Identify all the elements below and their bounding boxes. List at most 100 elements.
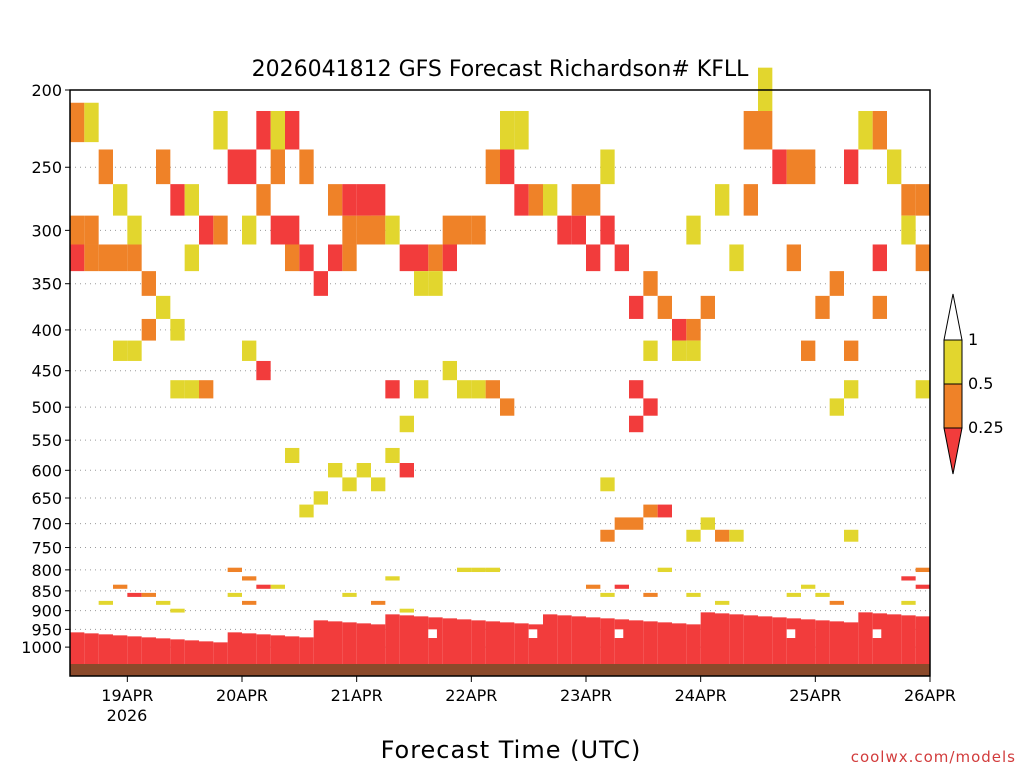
boundary-layer-cell <box>213 642 228 664</box>
heatmap-cell <box>772 149 787 185</box>
boundary-layer-cell <box>414 616 429 664</box>
heatmap-cell <box>643 271 658 296</box>
heatmap-cell <box>170 380 185 399</box>
boundary-layer-cell <box>715 613 730 664</box>
y-tick-label: 600 <box>31 461 62 480</box>
heatmap-cell <box>743 184 758 216</box>
heatmap-cell <box>815 592 830 597</box>
heatmap-cell <box>600 215 615 245</box>
boundary-layer-cell <box>485 621 500 664</box>
boundary-layer-cell <box>758 616 773 664</box>
heatmap-cell <box>242 340 257 361</box>
heatmap-cell <box>915 380 930 399</box>
boundary-layer-cell <box>385 614 400 664</box>
heatmap-cell <box>571 215 586 245</box>
x-axis-label: Forecast Time (UTC) <box>381 736 642 764</box>
boundary-layer-cell <box>571 616 586 664</box>
heatmap-cell <box>915 584 930 589</box>
heatmap-cell <box>485 567 500 573</box>
heatmap-cell <box>629 380 644 399</box>
boundary-layer-cell <box>686 624 701 664</box>
heatmap-cell <box>715 184 730 216</box>
heatmap-cell <box>342 244 357 272</box>
heatmap-cell <box>84 215 99 245</box>
boundary-layer-cell <box>614 619 629 664</box>
heatmap-cell <box>600 149 615 185</box>
heatmap-cell <box>127 215 142 245</box>
heatmap-cell <box>514 110 529 150</box>
heatmap-cell <box>614 584 629 589</box>
boundary-layer-cell <box>586 617 601 664</box>
boundary-layer-cell <box>98 634 113 664</box>
boundary-layer-band <box>70 612 930 664</box>
heatmap-cell <box>70 102 85 143</box>
heatmap-cell <box>113 340 128 361</box>
y-tick-label: 800 <box>31 561 62 580</box>
heatmap-cell <box>514 184 529 216</box>
heatmap-cell <box>342 477 357 492</box>
heatmap-cell <box>457 567 472 573</box>
heatmap-cell <box>643 398 658 416</box>
heatmap-cell <box>844 340 859 361</box>
heatmap-cell <box>199 215 214 245</box>
y-tick-label: 450 <box>31 362 62 381</box>
heatmap-cell <box>786 149 801 185</box>
heatmap-cell <box>428 244 443 272</box>
boundary-layer-cell <box>500 622 515 664</box>
legend-label: 0.5 <box>968 374 993 393</box>
y-axis-ticks: 200 250 300 350 400 450 500 550 600 650 700 750 800 8… <box>21 81 70 657</box>
x-tick-label: 21APR <box>331 686 383 705</box>
y-tick-label: 700 <box>31 515 62 534</box>
heatmap-cell <box>887 149 902 185</box>
heatmap-cell <box>586 584 601 589</box>
heatmap-cell <box>141 318 156 341</box>
legend-label: 1 <box>968 330 978 349</box>
y-tick-label: 900 <box>31 602 62 621</box>
legend-swatch <box>943 383 963 429</box>
heatmap-cell <box>170 608 185 613</box>
boundary-layer-cell <box>285 636 300 664</box>
heatmap-cell <box>227 149 242 185</box>
heatmap-cell <box>457 215 472 245</box>
boundary-layer-cell <box>643 621 658 664</box>
heatmap-cell <box>915 244 930 272</box>
heatmap-cell <box>156 295 171 319</box>
boundary-layer-cell <box>743 615 758 664</box>
heatmap-cells <box>70 67 930 628</box>
boundary-layer-cell <box>313 620 328 664</box>
heatmap-cell <box>801 149 816 185</box>
heatmap-cell <box>342 215 357 245</box>
heatmap-cell <box>614 517 629 530</box>
heatmap-cell <box>84 102 99 143</box>
boundary-layer-cell <box>113 635 128 664</box>
heatmap-cell <box>371 600 386 605</box>
boundary-layer-gap <box>786 629 796 639</box>
heatmap-cell <box>285 447 300 463</box>
boundary-layer-cell <box>657 622 672 664</box>
heatmap-cell <box>184 184 199 216</box>
heatmap-cell <box>844 149 859 185</box>
heatmap-cell <box>399 415 414 433</box>
x-tick-label: 20APR <box>216 686 268 705</box>
boundary-layer-cell <box>328 621 343 664</box>
heatmap-cell <box>414 380 429 399</box>
heatmap-cell <box>471 380 486 399</box>
heatmap-cell <box>715 529 730 542</box>
heatmap-cell <box>872 244 887 272</box>
heatmap-cell <box>98 149 113 185</box>
heatmap-cell <box>557 215 572 245</box>
heatmap-cell <box>829 600 844 605</box>
heatmap-cell <box>113 244 128 272</box>
heatmap-cell <box>500 149 515 185</box>
y-tick-label: 250 <box>31 158 62 177</box>
heatmap-cell <box>471 215 486 245</box>
heatmap-cell <box>84 244 99 272</box>
colorbar-legend: 1 0.5 0.25 <box>943 293 1004 475</box>
y-tick-label: 650 <box>31 489 62 508</box>
heatmap-cell <box>643 592 658 597</box>
heatmap-cell <box>70 215 85 245</box>
heatmap-cell <box>70 244 85 272</box>
x-tick-label: 24APR <box>675 686 727 705</box>
heatmap-cell <box>242 576 257 581</box>
heatmap-cell <box>399 244 414 272</box>
